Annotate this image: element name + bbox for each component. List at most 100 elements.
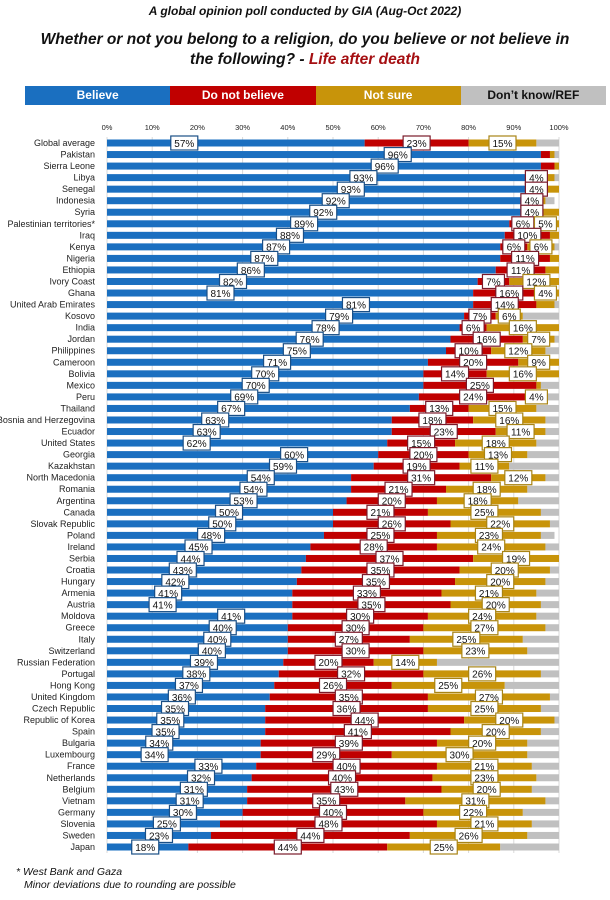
category-label: Indonesia: [56, 196, 95, 206]
data-label: 41%: [221, 612, 241, 623]
data-label: 35%: [160, 716, 180, 727]
data-label-box: [182, 435, 211, 451]
data-label-box: [311, 320, 340, 336]
data-label: 39%: [194, 658, 214, 669]
bar-segment: [549, 566, 559, 574]
footnote-rounding: Minor deviations due to rounding are pos…: [24, 879, 236, 891]
category-label: Kazakhstan: [48, 461, 95, 471]
data-label-box: [504, 470, 533, 486]
data-label: 35%: [366, 577, 386, 588]
data-label-box: [290, 216, 319, 232]
data-label-box: [341, 643, 370, 659]
legend-item-not-sure: Not sure: [315, 86, 461, 105]
data-label: 13%: [488, 450, 508, 461]
data-label-box: [429, 839, 458, 855]
data-label: 6%: [507, 243, 522, 254]
data-label: 57%: [174, 139, 194, 150]
data-label: 11%: [475, 462, 494, 473]
data-label: 70%: [246, 381, 266, 392]
category-label: United Kingdom: [31, 692, 95, 702]
x-tick-label: 10%: [145, 123, 160, 132]
data-label: 7%: [531, 335, 546, 346]
data-label-box: [330, 781, 359, 797]
data-label: 7%: [486, 277, 501, 288]
data-label: 88%: [280, 231, 300, 242]
bar-segment: [107, 554, 306, 562]
data-label-box: [468, 735, 497, 751]
data-label: 20%: [382, 497, 402, 508]
data-label: 13%: [429, 404, 449, 415]
data-label-box: [440, 366, 470, 382]
bar-segment: [509, 462, 559, 470]
data-label-box: [370, 158, 399, 174]
data-label: 14%: [395, 658, 415, 669]
category-label: Palestinian territories*: [7, 219, 95, 229]
data-label: 41%: [158, 589, 178, 600]
bar-segment: [107, 578, 297, 586]
data-label: 34%: [149, 739, 169, 750]
bar-segment: [549, 151, 555, 159]
bar-segment: [545, 347, 559, 355]
bar-segment: [107, 589, 293, 597]
data-label: 30%: [346, 624, 366, 635]
bar-segment: [540, 162, 555, 170]
data-label-box: [314, 654, 343, 670]
bar-segment: [554, 151, 559, 159]
data-label: 30%: [346, 647, 366, 658]
data-label: 4%: [529, 173, 544, 184]
bar-segment: [531, 820, 559, 828]
category-label: Syria: [74, 207, 95, 217]
data-label: 40%: [213, 624, 233, 635]
data-label: 24%: [481, 543, 501, 554]
chart-subtitle: A global opinion poll conducted by GIA (…: [148, 4, 462, 18]
footnote-west-bank: * West Bank and Gaza: [16, 866, 123, 878]
data-label-box: [506, 262, 535, 278]
chart-title: Whether or not you belong to a religion,…: [40, 30, 570, 70]
category-label: Slovenia: [60, 819, 95, 829]
data-label: 31%: [184, 785, 204, 796]
bar-segment: [540, 508, 559, 516]
data-label: 33%: [357, 589, 377, 600]
bar-segment: [540, 151, 550, 159]
data-label: 40%: [207, 635, 227, 646]
bar-segment: [545, 416, 559, 424]
category-label: Bulgaria: [62, 738, 95, 748]
data-label: 79%: [329, 312, 349, 323]
bar-segment: [527, 647, 559, 655]
data-label: 7%: [473, 312, 488, 323]
category-label: Japan: [70, 842, 95, 852]
category-label: Jordan: [67, 334, 95, 344]
data-label: 14%: [495, 300, 515, 311]
x-tick-label: 100%: [549, 123, 569, 132]
data-label: 11%: [511, 427, 530, 438]
bar-segment: [527, 485, 559, 493]
data-label: 40%: [323, 808, 343, 819]
data-label: 27%: [479, 693, 499, 704]
data-label: 36%: [172, 693, 192, 704]
data-label: 67%: [221, 404, 241, 415]
category-label: Mexico: [66, 380, 95, 390]
data-label: 22%: [463, 808, 483, 819]
data-label: 20%: [477, 785, 497, 796]
category-label: Iraq: [79, 230, 95, 240]
data-label-box: [513, 227, 542, 243]
data-label-box: [468, 666, 497, 682]
data-label: 40%: [332, 774, 352, 785]
bar-segment: [107, 647, 288, 655]
data-label: 70%: [255, 370, 275, 381]
bar-segment: [107, 139, 365, 147]
data-label: 31%: [465, 797, 485, 808]
bar-segment: [536, 301, 555, 309]
bar-segment: [531, 785, 559, 793]
x-tick-label: 80%: [461, 123, 476, 132]
data-label: 25%: [434, 843, 454, 854]
bar-segment: [545, 428, 559, 436]
bar-segment: [107, 404, 410, 412]
data-label: 4%: [529, 393, 544, 404]
data-label-box: [140, 747, 169, 763]
category-label: North Macedonia: [26, 473, 95, 483]
data-label-box: [488, 135, 517, 151]
data-label: 21%: [474, 762, 494, 773]
bar-segment: [536, 612, 559, 620]
data-label: 16%: [499, 289, 519, 300]
